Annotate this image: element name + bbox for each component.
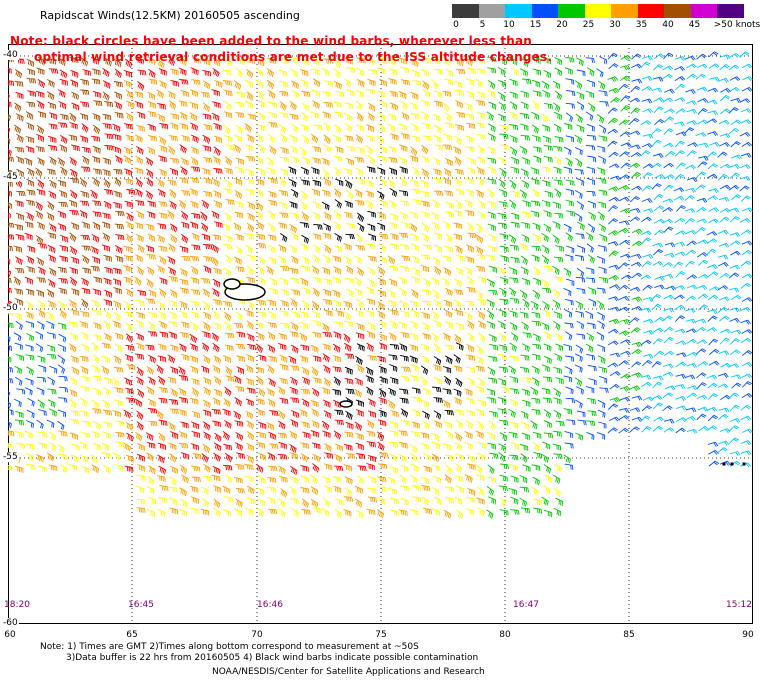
longitude-label: 75 (375, 630, 387, 640)
colorbar-label: >50 knots (713, 20, 760, 30)
colorbar-labels: 0 5 10 15 20 25 30 35 40 45 >50 knots (452, 20, 760, 32)
colorbar-label: 5 (479, 20, 486, 30)
colorbar-swatch (505, 4, 532, 18)
colorbar-label: 10 (503, 20, 515, 30)
latitude-label: -50 (2, 303, 19, 313)
island-outline (339, 400, 353, 408)
map-frame (8, 44, 753, 624)
time-label: 16:46 (257, 600, 283, 610)
colorbar-label: 15 (529, 20, 542, 30)
colorbar-label: 40 (662, 20, 674, 30)
island-marker (742, 462, 746, 466)
island-marker (730, 462, 734, 466)
time-label: 16:45 (128, 600, 154, 610)
colorbar-swatch (558, 4, 585, 18)
time-label: 16:47 (513, 600, 539, 610)
plot-title: Rapidscat Winds(12.5KM) 20160505 ascendi… (40, 9, 300, 22)
latitude-label: -60 (2, 618, 19, 628)
wind-barbs (8, 51, 753, 519)
island-outline (223, 278, 241, 290)
colorbar-label: 25 (582, 20, 595, 30)
speed-colorbar (452, 4, 744, 18)
colorbar-label: 45 (688, 20, 701, 30)
colorbar-swatch (478, 4, 505, 18)
colorbar-label: 35 (635, 20, 648, 30)
longitude-label: 90 (742, 630, 754, 640)
longitude-label: 60 (4, 630, 16, 640)
time-label: 15:12 (726, 600, 752, 610)
longitude-label: 65 (126, 630, 138, 640)
wind-barb-map (8, 44, 753, 624)
colorbar-swatch (452, 4, 479, 18)
colorbar-swatch (637, 4, 664, 18)
colorbar-label: 0 (453, 20, 459, 30)
island-marker (722, 462, 726, 466)
credit-line: NOAA/NESDIS/Center for Satellite Applica… (212, 667, 485, 677)
colorbar-label: 20 (556, 20, 568, 30)
longitude-label: 80 (499, 630, 511, 640)
time-label: 18:20 (4, 600, 30, 610)
note-line-1: Note: black circles have been added to t… (10, 34, 533, 48)
colorbar-swatch (584, 4, 611, 18)
note-line-2: optimal wind retrieval conditions are me… (34, 50, 553, 64)
longitude-label: 85 (623, 630, 635, 640)
colorbar-swatch (664, 4, 691, 18)
footnote-line-1: Note: 1) Times are GMT 2)Times along bot… (40, 642, 419, 652)
colorbar-swatch (690, 4, 717, 18)
latitude-label: -45 (2, 172, 19, 182)
colorbar-swatch (717, 4, 744, 18)
colorbar-swatch (531, 4, 558, 18)
colorbar-label: 30 (609, 20, 621, 30)
footnote-line-2: 3)Data buffer is 22 hrs from 20160505 4)… (66, 653, 479, 663)
latitude-label: -55 (2, 452, 19, 462)
longitude-label: 70 (251, 630, 263, 640)
latitude-label: -40 (2, 50, 19, 60)
colorbar-swatch (611, 4, 638, 18)
